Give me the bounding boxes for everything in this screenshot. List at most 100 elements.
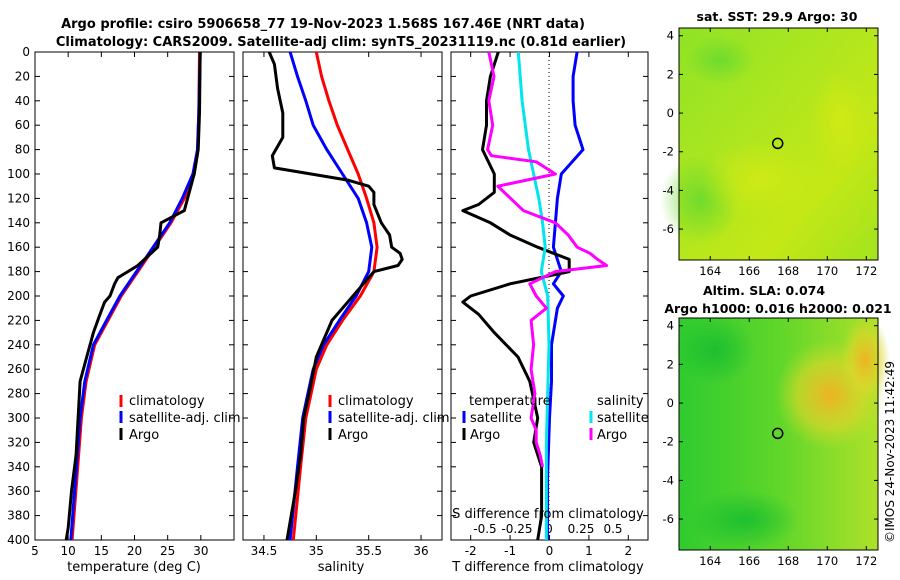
legend-label-argo: Argo [338,428,368,443]
map-y-tick-label: 2 [667,357,674,371]
legend-label-t-argo: Argo [470,428,500,443]
figure-title-line1: Argo profile: csiro 5906658_77 19-Nov-20… [61,17,585,32]
sst-map-title: sat. SST: 29.9 Argo: 30 [697,9,858,24]
s-tick-label: -0.25 [501,522,532,536]
x-tick-label: 10 [61,544,76,558]
sst-map-field-cool-patch [685,35,755,85]
map-y-tick-label: 4 [667,319,674,333]
y-tick-label: 20 [15,69,30,83]
y-tick-label: 240 [7,338,30,352]
map-y-tick-label: 0 [667,396,674,410]
s-tick-label: 0.5 [603,522,622,536]
y-tick-label: 100 [7,167,30,181]
y-tick-label: 380 [7,509,30,523]
sst-map-frame [678,27,879,261]
legend-label-satellite: satellite-adj. clim [338,411,450,426]
y-tick-label: 260 [7,362,30,376]
x-tick-label: 25 [160,544,175,558]
map-y-tick-label: -4 [663,183,674,197]
map-x-tick-label: 166 [738,264,760,278]
y-tick-label: 0 [22,45,30,59]
legend-label-s-satellite: satellite [597,411,649,426]
argo-line [267,52,404,540]
legend-header-temperature: temperature [469,394,551,409]
sst-map-field-warm-patch [810,70,870,170]
y-tick-label: 220 [7,313,30,327]
x-tick-label: 35.5 [355,544,382,558]
legend-label-satellite: satellite-adj. clim [129,411,241,426]
legend-header-salinity: salinity [597,394,644,409]
difference-xlabel: T difference from climatology [451,560,644,575]
s-satellite-line [516,52,551,540]
imos-credit: ©IMOS 24-Nov-2023 11:42:49 [883,361,897,543]
map-y-tick-label: -4 [663,473,674,487]
y-tick-label: 320 [7,435,30,449]
map-y-tick-label: -2 [663,435,674,449]
map-x-tick-label: 170 [816,554,838,568]
y-tick-label: 80 [15,143,30,157]
sla-map-title-line1: Altim. SLA: 0.074 [703,283,825,298]
x-tick-label: 35 [309,544,324,558]
x-tick-label: 34.5 [251,544,278,558]
difference-xlabel-top: S difference from climatology [452,507,644,522]
x-tick-label: 5 [31,544,39,558]
salinity-axes [242,51,443,541]
map-x-tick-label: 164 [699,264,721,278]
legend-label-s-argo: Argo [597,428,627,443]
map-y-tick-label: -2 [663,145,674,159]
x-tick-label: 20 [127,544,142,558]
salinity-xlabel: salinity [318,560,365,575]
climatology-line [291,52,379,540]
sst-map-field-warm-patch [700,140,820,220]
sla-map-title-line2: Argo h1000: 0.016 h2000: 0.021 [664,301,891,316]
sla-argo-marker [771,427,784,440]
y-tick-label: 180 [7,265,30,279]
legend-label-climatology: climatology [129,394,205,409]
difference-legend: temperature satellite Argo salinity sate… [462,394,649,443]
y-tick-label: 160 [7,240,30,254]
map-y-tick-label: 4 [667,29,674,43]
y-tick-label: 400 [7,533,30,547]
x-tick-label: 2 [624,544,632,558]
y-tick-label: 140 [7,216,30,230]
sla-map-field-low-patch [675,315,755,385]
x-tick-label: 36 [413,544,428,558]
x-tick-label: 0 [546,544,554,558]
salinity-legend: climatology satellite-adj. clim Argo [328,394,450,443]
s-argo-line [486,52,609,468]
map-x-tick-label: 172 [855,554,877,568]
map-y-tick-label: 2 [667,67,674,81]
sst-map: sat. SST: 29.9 Argo: 30 164 166 168 170 172 … [660,9,879,278]
legend-label-argo: Argo [129,428,159,443]
sla-map: Altim. SLA: 0.074 Argo h1000: 0.016 h200… [663,283,892,568]
map-x-tick-label: 168 [777,554,799,568]
map-y-tick-label: 0 [667,106,674,120]
t-satellite-line [546,52,585,540]
map-x-tick-label: 168 [777,264,799,278]
x-tick-label: -2 [465,544,477,558]
temperature-panel: 5 10 15 20 25 30 0 20 40 60 80 100 120 140 160 180 200 2… [7,45,241,575]
y-tick-label: 200 [7,289,30,303]
temperature-xlabel: temperature (deg C) [67,560,201,575]
y-tick-label: 280 [7,387,30,401]
x-tick-label: 15 [94,544,109,558]
argo-line [64,52,202,540]
map-x-tick-label: 170 [816,264,838,278]
sla-map-field-low-patch [690,490,800,550]
map-x-tick-label: 166 [738,554,760,568]
salinity-panel: 34.5 35 35.5 36 salinity climatology satell… [242,51,450,575]
temperature-legend: climatology satellite-adj. clim Argo [119,394,241,443]
x-tick-label: 30 [193,544,208,558]
legend-label-climatology: climatology [338,394,414,409]
legend-label-t-satellite: satellite [470,411,522,426]
map-x-tick-label: 164 [699,554,721,568]
x-tick-label: -1 [504,544,516,558]
y-tick-label: 340 [7,460,30,474]
map-x-tick-label: 172 [855,264,877,278]
sla-map-frame [678,317,879,551]
y-tick-label: 120 [7,191,30,205]
y-tick-label: 60 [15,118,30,132]
map-y-tick-label: -6 [663,512,674,526]
temperature-axes [34,51,235,541]
